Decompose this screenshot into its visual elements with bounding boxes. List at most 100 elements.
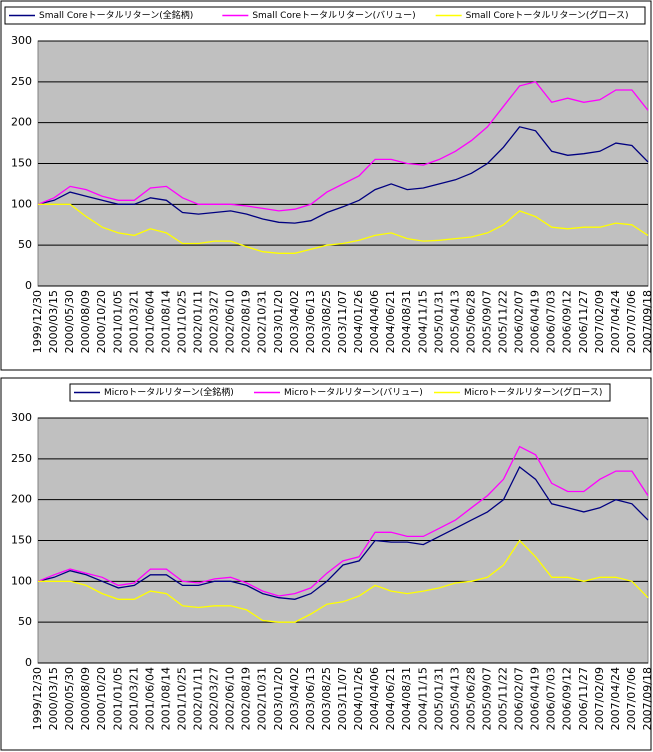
- x-tick-label: 2002/03/27: [208, 290, 221, 353]
- x-tick-label: 2001/06/04: [143, 290, 156, 353]
- x-tick-label: 2001/03/21: [127, 667, 140, 730]
- x-tick-label: 2007/09/18: [641, 667, 653, 730]
- y-tick-label: 0: [25, 279, 32, 292]
- x-tick-label: 2007/07/06: [625, 667, 638, 730]
- x-tick-label: 2001/10/25: [175, 290, 188, 353]
- x-tick-label: 2003/11/07: [336, 667, 349, 730]
- y-tick-label: 200: [11, 116, 32, 129]
- y-tick-label: 150: [11, 534, 32, 547]
- x-tick-label: 2002/06/10: [224, 667, 237, 730]
- x-tick-label: 2004/06/21: [384, 667, 397, 730]
- x-tick-label: 1999/12/30: [31, 290, 44, 353]
- x-tick-label: 2004/04/06: [368, 290, 381, 353]
- x-tick-label: 2001/03/21: [127, 290, 140, 353]
- x-tick-label: 2000/10/20: [95, 667, 108, 730]
- x-tick-label: 2007/02/09: [593, 290, 606, 353]
- x-tick-label: 2005/06/28: [464, 290, 477, 353]
- x-tick-label: 2004/08/31: [400, 667, 413, 730]
- x-tick-label: 2005/01/31: [432, 667, 445, 730]
- x-tick-label: 2002/01/11: [192, 667, 205, 730]
- series-line: [38, 539, 649, 623]
- legend-label: Small Coreトータルリターン(バリュー): [252, 10, 415, 21]
- x-tick-label: 2001/06/04: [143, 667, 156, 730]
- x-tick-label: 2006/07/03: [545, 667, 558, 730]
- x-tick-label: 2003/11/07: [336, 290, 349, 353]
- x-tick-label: 2006/04/19: [529, 290, 542, 353]
- x-tick-label: 2001/01/05: [111, 667, 124, 730]
- x-tick-label: 2002/10/31: [256, 667, 269, 730]
- x-tick-label: 2004/06/21: [384, 290, 397, 353]
- legend-label: Microトータルリターン(バリュー): [284, 387, 423, 398]
- y-tick-label: 0: [25, 656, 32, 669]
- y-tick-label: 150: [11, 157, 32, 170]
- legend-box: [69, 383, 611, 402]
- x-tick-label: 2003/04/02: [288, 290, 301, 353]
- y-tick-label: 300: [11, 34, 32, 47]
- x-tick-label: 2006/11/27: [577, 667, 590, 730]
- series-line: [37, 126, 649, 224]
- x-tick-label: 2005/09/07: [480, 290, 493, 353]
- legend-label: Small Coreトータルリターン(全銘柄): [39, 9, 193, 21]
- x-tick-label: 2000/05/30: [63, 290, 76, 353]
- x-tick-label: 2003/08/25: [320, 290, 333, 353]
- series-line: [37, 466, 649, 600]
- x-tick-label: 2006/02/07: [513, 290, 526, 353]
- x-tick-label: 2003/04/02: [288, 667, 301, 730]
- series-line: [37, 445, 649, 597]
- x-tick-label: 2000/08/09: [79, 290, 92, 353]
- x-tick-label: 2000/08/09: [79, 667, 92, 730]
- x-tick-label: 2006/09/12: [561, 290, 574, 353]
- x-tick-label: 2006/04/19: [529, 667, 542, 730]
- x-tick-label: 2000/03/15: [47, 290, 60, 353]
- legend-label: Microトータルリターン(全銘柄): [104, 386, 234, 398]
- x-tick-label: 2005/04/13: [448, 667, 461, 730]
- legend-box: [4, 6, 646, 25]
- x-tick-label: 2004/04/06: [368, 667, 381, 730]
- x-tick-label: 2001/10/25: [175, 667, 188, 730]
- y-tick-label: 250: [11, 452, 32, 465]
- x-tick-label: 2006/11/27: [577, 290, 590, 353]
- x-tick-label: 2001/08/14: [159, 290, 172, 353]
- series-line: [37, 81, 649, 212]
- y-tick-label: 50: [18, 238, 32, 251]
- x-tick-label: 2000/05/30: [63, 667, 76, 730]
- x-tick-label: 2006/09/12: [561, 667, 574, 730]
- x-tick-label: 2003/01/20: [272, 290, 285, 353]
- x-tick-label: 2004/11/15: [416, 290, 429, 353]
- x-tick-label: 2002/08/19: [240, 290, 253, 353]
- x-tick-label: 2006/02/07: [513, 667, 526, 730]
- x-tick-label: 2005/04/13: [448, 290, 461, 353]
- x-tick-label: 2003/08/25: [320, 667, 333, 730]
- x-tick-label: 2005/01/31: [432, 290, 445, 353]
- x-tick-label: 2005/11/22: [497, 667, 510, 730]
- x-tick-label: 2003/06/13: [304, 667, 317, 730]
- y-tick-label: 250: [11, 75, 32, 88]
- x-tick-label: 2005/09/07: [480, 667, 493, 730]
- y-tick-label: 300: [11, 411, 32, 424]
- legend-label: Small Coreトータルリターン(グロース): [466, 9, 629, 21]
- y-tick-label: 50: [18, 615, 32, 628]
- x-tick-label: 2000/03/15: [47, 667, 60, 730]
- x-tick-label: 2000/10/20: [95, 290, 108, 353]
- x-tick-label: 2004/08/31: [400, 290, 413, 353]
- x-tick-label: 2006/07/03: [545, 290, 558, 353]
- y-tick-label: 100: [11, 574, 32, 587]
- x-tick-label: 2005/06/28: [464, 667, 477, 730]
- x-tick-label: 2002/01/11: [192, 290, 205, 353]
- x-tick-label: 2007/09/18: [641, 290, 653, 353]
- x-tick-label: 2003/06/13: [304, 290, 317, 353]
- x-tick-label: 2002/08/19: [240, 667, 253, 730]
- series-line: [38, 203, 649, 254]
- x-tick-label: 2001/08/14: [159, 667, 172, 730]
- x-tick-label: 2007/02/09: [593, 667, 606, 730]
- x-tick-label: 2002/10/31: [256, 290, 269, 353]
- legend-label: Microトータルリターン(グロース): [464, 386, 602, 398]
- x-tick-label: 2005/11/22: [497, 290, 510, 353]
- x-tick-label: 2003/01/20: [272, 667, 285, 730]
- y-tick-label: 200: [11, 493, 32, 506]
- x-tick-label: 2002/03/27: [208, 667, 221, 730]
- x-tick-label: 2004/11/15: [416, 667, 429, 730]
- x-tick-label: 2001/01/05: [111, 290, 124, 353]
- x-tick-label: 2007/07/06: [625, 290, 638, 353]
